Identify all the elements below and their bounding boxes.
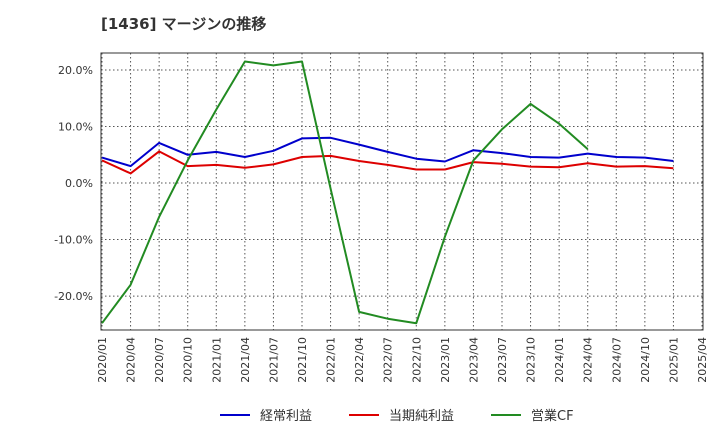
legend-swatch [349, 413, 379, 416]
legend: 経常利益 当期純利益 営業CF [0, 405, 720, 427]
x-tick-label: 2024/01 [553, 337, 566, 383]
y-axis-ticks: 20.0% 10.0% 0.0% -10.0% -20.0% [54, 64, 93, 303]
legend-label: 営業CF [531, 409, 574, 424]
legend-swatch [491, 413, 521, 416]
x-tick-label: 2022/10 [410, 337, 423, 383]
x-tick-label: 2024/04 [582, 337, 595, 383]
legend-label: 経常利益 [260, 409, 313, 424]
series-line-1 [101, 136, 674, 168]
x-tick-label: 2021/07 [267, 337, 280, 383]
chart-title: [1436] マージンの推移 [101, 15, 267, 33]
y-tick-label: 20.0% [58, 64, 93, 77]
x-tick-label: 2023/10 [525, 337, 538, 383]
x-tick-label: 2023/01 [439, 337, 452, 383]
x-tick-label: 2021/04 [239, 337, 252, 383]
y-tick-label: 0.0% [65, 177, 93, 190]
legend-item-operating-cf: 営業CF [491, 405, 574, 424]
legend-item-ordinary-profit: 経常利益 [220, 405, 312, 424]
series-lines [101, 60, 674, 325]
x-tick-label: 2024/07 [610, 337, 623, 383]
x-tick-label: 2022/01 [325, 337, 338, 383]
x-tick-label: 2022/07 [382, 337, 395, 383]
x-tick-label: 2025/01 [667, 337, 680, 383]
legend-swatch [220, 413, 250, 416]
x-tick-label: 2023/07 [496, 337, 509, 383]
x-tick-label: 2021/01 [210, 337, 223, 383]
x-axis-ticks: 2020/01 2020/04 2020/07 2020/10 2021/01 2021/… [96, 337, 709, 383]
y-tick-label: -20.0% [54, 290, 93, 303]
series-line-2 [101, 150, 674, 175]
x-tick-label: 2022/04 [353, 337, 366, 383]
x-tick-label: 2021/10 [296, 337, 309, 383]
legend-item-net-income: 当期純利益 [349, 405, 454, 424]
plot-border [100, 52, 704, 331]
y-tick-label: 10.0% [58, 120, 93, 133]
x-tick-label: 2025/04 [696, 337, 709, 383]
plot-area [101, 53, 703, 330]
series-line-3 [101, 60, 589, 325]
x-tick-label: 2020/07 [153, 337, 166, 383]
x-tick-label: 2023/04 [467, 337, 480, 383]
y-tick-label: -10.0% [54, 234, 93, 247]
x-tick-label: 2020/01 [96, 337, 109, 383]
x-tick-label: 2020/04 [125, 337, 138, 383]
x-tick-label: 2020/10 [182, 337, 195, 383]
legend-label: 当期純利益 [389, 409, 455, 424]
x-tick-label: 2024/10 [639, 337, 652, 383]
grid-lines [101, 53, 703, 330]
